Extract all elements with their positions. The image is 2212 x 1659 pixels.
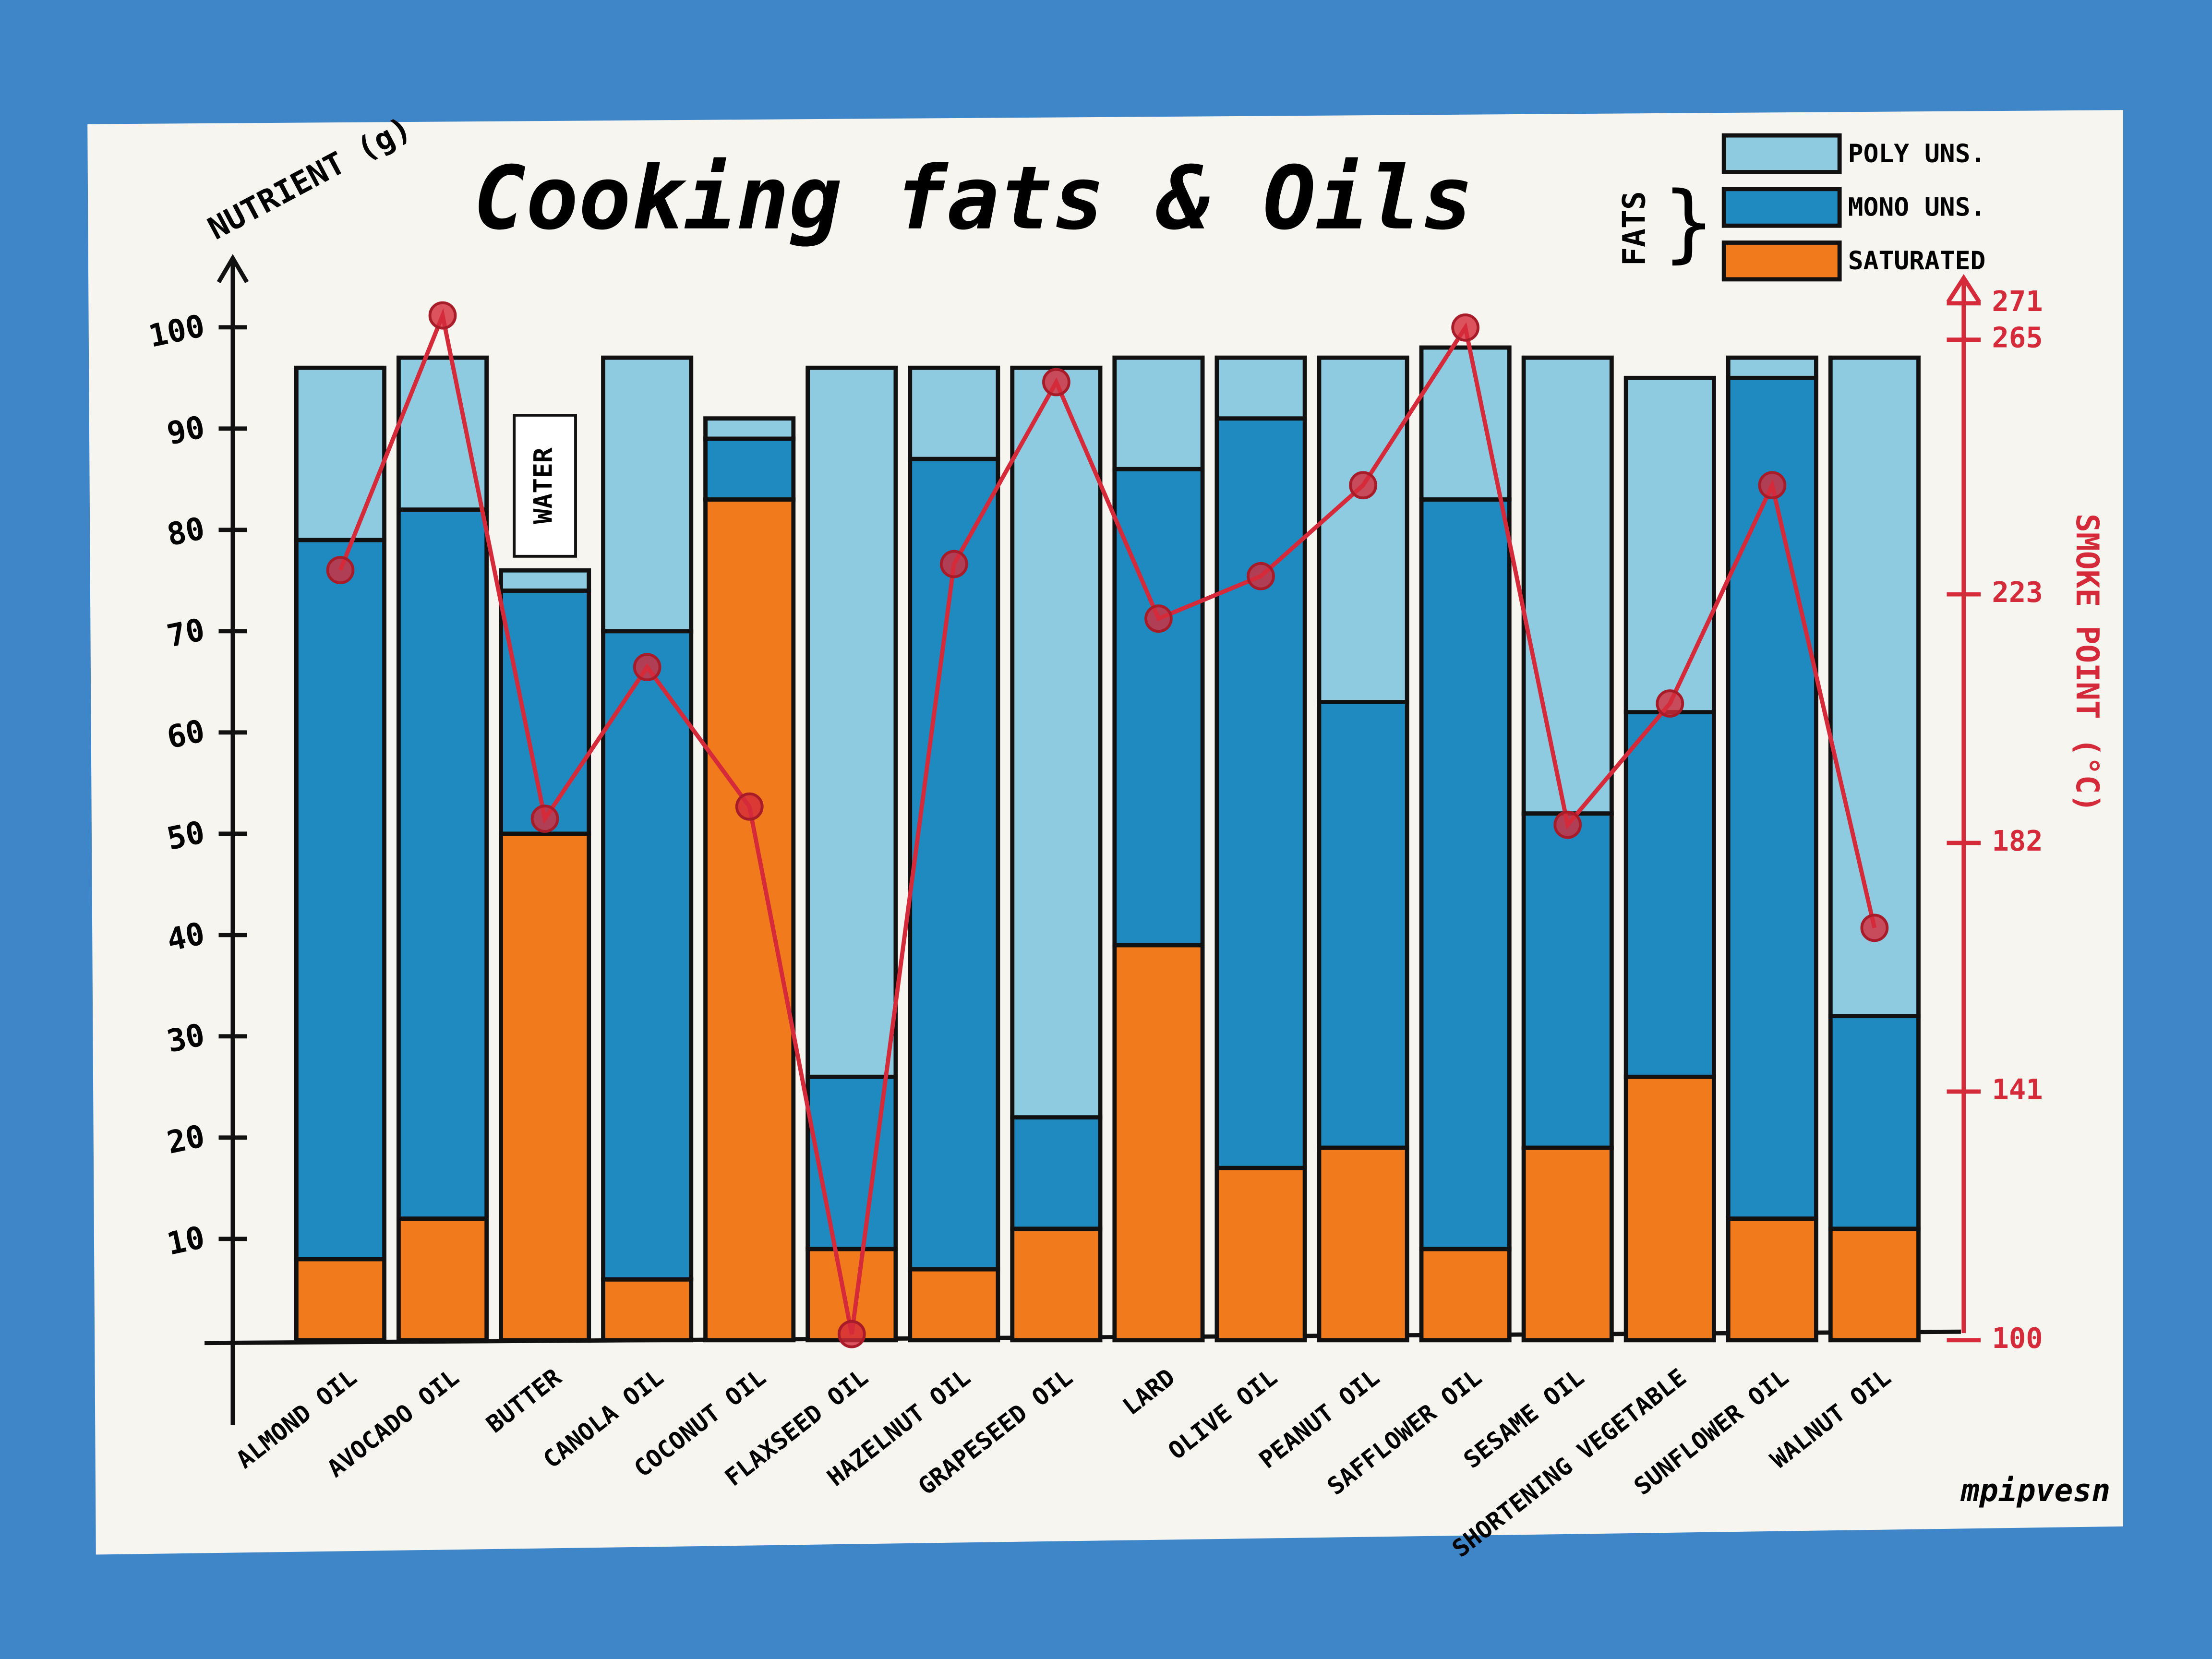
bar-segment — [1010, 365, 1103, 1120]
bar-segment — [1317, 700, 1409, 1150]
smoke-point-marker — [1656, 689, 1684, 718]
bar-segment — [397, 355, 489, 512]
bar-segment — [908, 1267, 1000, 1343]
bar-segment — [1623, 710, 1716, 1079]
bar-segment — [1623, 375, 1716, 715]
legend-swatch — [1721, 133, 1842, 174]
annotation: WATER — [529, 447, 558, 524]
legend-label: SATURATED — [1848, 246, 1986, 276]
legend-label: MONO UNS. — [1848, 193, 1986, 222]
bar-segment — [908, 365, 1000, 461]
legend-brace: } — [1662, 173, 1716, 272]
bar-segment — [397, 507, 489, 1221]
y-tick-label: 40 — [164, 915, 208, 959]
y-tick-label: 70 — [164, 612, 208, 655]
smoke-point-marker — [428, 301, 457, 330]
smoke-point-marker — [1247, 562, 1275, 590]
y-tick-label: 60 — [164, 713, 208, 756]
bar-segment — [294, 365, 387, 542]
smoke-point-marker — [1042, 368, 1070, 397]
smoke-point-line — [338, 308, 1877, 1335]
bar-segment — [499, 831, 591, 1343]
bar-segment — [1317, 1145, 1409, 1343]
smoke-point-marker — [1860, 914, 1889, 942]
y2-tick-label: 271 — [1992, 285, 2043, 318]
bar-segment — [1010, 1115, 1103, 1231]
bar-segment — [499, 588, 591, 836]
bar-segment — [703, 416, 796, 441]
bar-segment — [601, 629, 694, 1282]
bar-segment — [1317, 355, 1409, 704]
bar-segment — [601, 355, 694, 634]
smoke-point-marker — [735, 792, 764, 821]
bar-segment — [1726, 375, 1818, 1221]
bar-segment — [908, 457, 1000, 1272]
y2-tick-label: 265 — [1992, 321, 2043, 354]
paper — [87, 110, 2123, 1555]
bar-segment — [294, 1257, 387, 1343]
smoke-point-marker — [1553, 810, 1582, 839]
y2-tick-label: 182 — [1992, 824, 2043, 857]
y-tick-label: 20 — [164, 1118, 208, 1161]
bar-segment — [1010, 1226, 1103, 1343]
bar-segment — [805, 365, 898, 1079]
bar-segment — [1112, 943, 1205, 1343]
smoke-point-marker — [633, 653, 661, 682]
bar-segment — [703, 497, 796, 1343]
bar-segment — [1623, 1074, 1716, 1343]
y-axis-arrow — [216, 254, 249, 283]
chart-title: Cooking fats & Oils — [473, 147, 1474, 249]
y2-axis-label: SMOKE POINT (°C) — [2069, 514, 2105, 813]
y-tick-label: 90 — [164, 409, 208, 452]
bar-segment — [1214, 355, 1307, 421]
bar-segment — [1828, 355, 1921, 1019]
y-tick-label: 80 — [164, 510, 208, 553]
smoke-point-marker — [1349, 471, 1377, 500]
y2-tick-label: 141 — [1992, 1073, 2043, 1106]
bar-segment — [1726, 355, 1818, 380]
legend-title: FATS — [1617, 191, 1653, 266]
bar-segment — [499, 568, 591, 593]
bar-segment — [397, 1216, 489, 1343]
legend-swatch — [1721, 240, 1842, 282]
bar-segment — [1112, 467, 1205, 948]
smoke-point-marker — [837, 1320, 866, 1348]
y-tick-label: 50 — [164, 814, 208, 857]
bar-segment — [601, 1277, 694, 1343]
legend-swatch — [1721, 187, 1842, 228]
bar-segment — [1419, 497, 1512, 1251]
bar-segment — [1112, 355, 1205, 471]
credit: mpipvesn — [1960, 1473, 2110, 1509]
bar-segment — [1726, 1216, 1818, 1343]
y-tick-label: 10 — [164, 1219, 208, 1262]
y2-tick-label: 100 — [1992, 1322, 2043, 1355]
legend-label: POLY UNS. — [1848, 139, 1986, 168]
y2-tick-label: 223 — [1992, 576, 2043, 609]
smoke-point-marker — [326, 556, 355, 585]
bar-segment — [1521, 811, 1614, 1150]
y-tick-label: 30 — [164, 1017, 208, 1060]
bar-segment — [294, 538, 387, 1262]
bar-segment — [1419, 1247, 1512, 1343]
bar-segment — [1214, 1166, 1307, 1343]
smoke-point-marker — [1451, 313, 1480, 342]
smoke-point-marker — [1144, 604, 1173, 633]
bar-segment — [1214, 416, 1307, 1170]
annotation-box — [513, 414, 577, 558]
smoke-point-marker — [1758, 471, 1787, 500]
bar-segment — [1521, 1145, 1614, 1343]
bar-segment — [1521, 355, 1614, 816]
bar-segment — [703, 436, 796, 502]
y2-axis-arrow — [1946, 274, 1981, 303]
smoke-point-marker — [530, 805, 559, 833]
bar-segment — [1828, 1014, 1921, 1231]
bar-segment — [1828, 1226, 1921, 1343]
smoke-point-marker — [939, 550, 968, 578]
